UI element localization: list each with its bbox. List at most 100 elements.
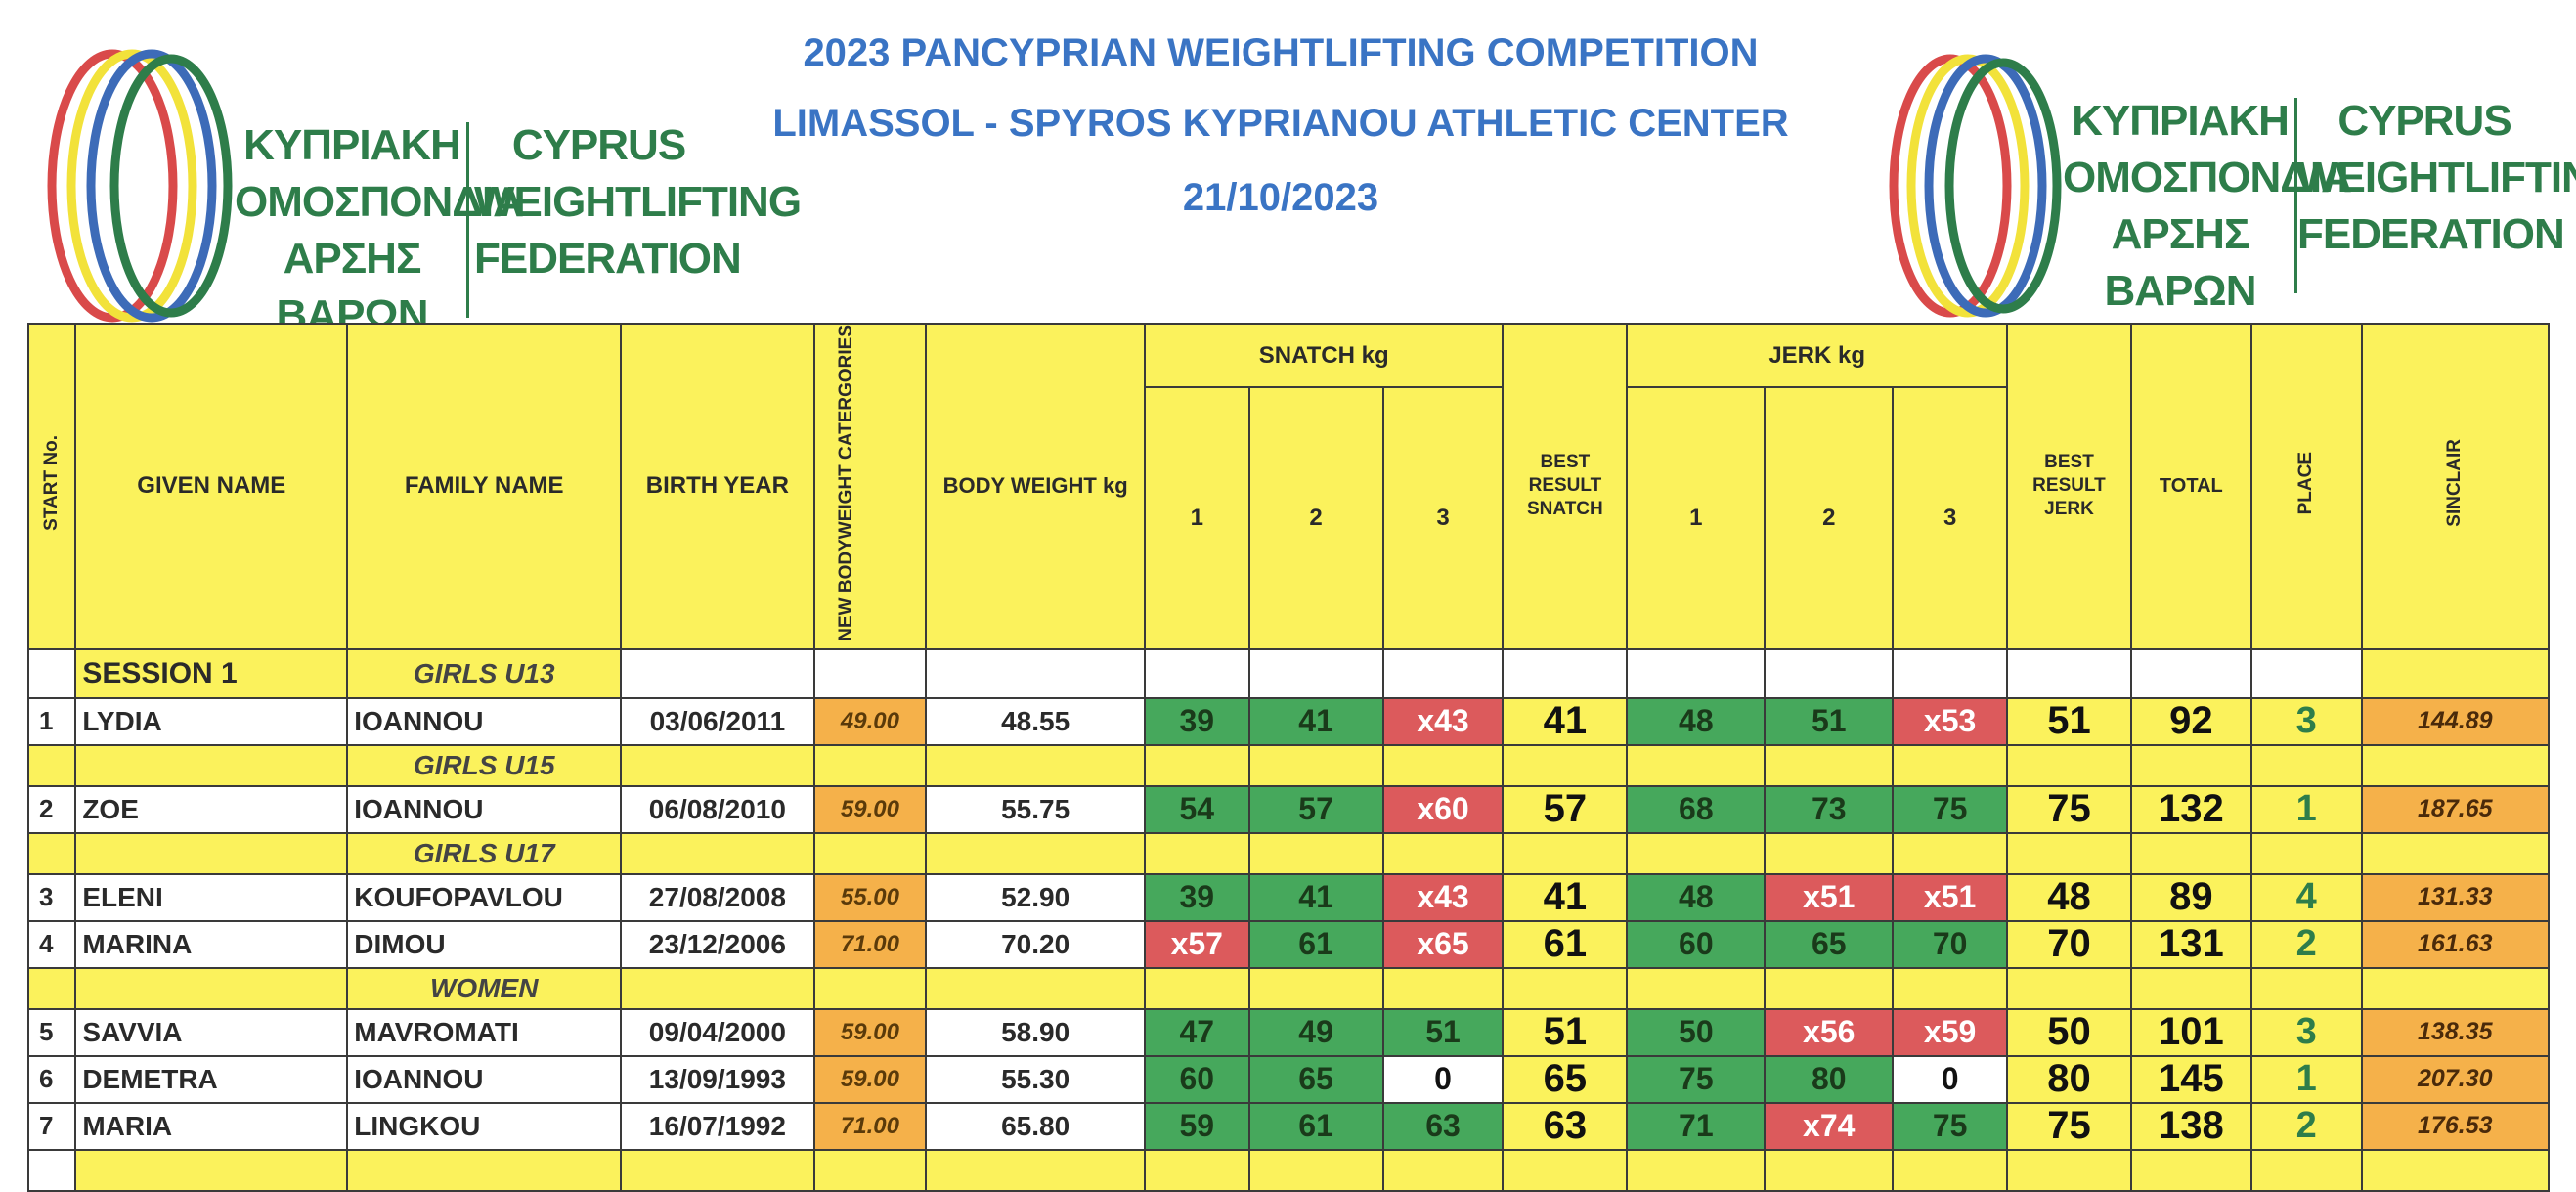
place: 3 — [2249, 696, 2363, 746]
federation-name-english: CYPRUS WEIGHTLIFTING FEDERATION — [2297, 93, 2576, 263]
row-spacer-cell — [1502, 743, 1629, 787]
athlete-row: 1 LYDIA IOANNOU 03/06/2011 49.00 48.55 39 41 x43… — [26, 696, 2551, 746]
snatch-attempt-2: 41 — [1247, 696, 1384, 746]
row-spacer-cell — [2006, 743, 2132, 787]
birth-date: 09/04/2000 — [620, 1007, 815, 1057]
table-header: START No. GIVEN NAME FAMILY NAME BIRTH Y… — [26, 322, 2551, 650]
row-spacer-cell — [1143, 743, 1250, 787]
row-spacer-cell — [26, 647, 77, 699]
row-spacer-cell — [1502, 831, 1629, 875]
row-spacer-cell — [812, 647, 928, 699]
row-spacer-cell — [2249, 1148, 2363, 1192]
row-spacer-cell — [812, 831, 928, 875]
row-spacer-cell — [1143, 647, 1250, 699]
birth-date: 16/07/1992 — [620, 1101, 815, 1151]
row-spacer-cell — [1892, 831, 2009, 875]
trailing-row — [26, 1148, 2551, 1192]
snatch-attempt-1: 60 — [1143, 1054, 1250, 1104]
row-spacer-cell — [2249, 743, 2363, 787]
jerk-attempt-3: 70 — [1892, 919, 2009, 969]
row-spacer-cell — [2360, 1148, 2551, 1192]
body-weight: 52.90 — [925, 872, 1146, 922]
row-spacer-cell — [26, 743, 77, 787]
session-label: SESSION 1 — [74, 647, 349, 699]
col-group-snatch: SNATCH kg — [1143, 322, 1505, 389]
snatch-attempt-3: x65 — [1381, 919, 1505, 969]
total: 138 — [2129, 1101, 2252, 1151]
total: 131 — [2129, 919, 2252, 969]
best-snatch: 41 — [1502, 696, 1629, 746]
federation-english-line: WEIGHTLIFTING — [474, 178, 802, 226]
start-number: 1 — [26, 696, 77, 746]
athlete-row: 3 ELENI KOUFOPAVLOU 27/08/2008 55.00 52.90 39 4… — [26, 872, 2551, 922]
total: 145 — [2129, 1054, 2252, 1104]
row-spacer-cell — [1381, 966, 1505, 1010]
col-start-no: START No. — [26, 323, 77, 650]
family-name: IOANNOU — [346, 784, 623, 834]
row-spacer-cell — [1247, 966, 1384, 1010]
row-spacer-cell — [925, 1148, 1146, 1192]
jerk-attempt-3: x53 — [1892, 696, 2009, 746]
bodyweight-category: 71.00 — [812, 1101, 928, 1151]
col-body-weight: BODY WEIGHT kg — [925, 323, 1146, 650]
bodyweight-category: 49.00 — [812, 696, 928, 746]
bodyweight-category: 59.00 — [812, 784, 928, 834]
given-name: ZOE — [74, 784, 349, 834]
jerk-attempt-2: 80 — [1764, 1054, 1895, 1104]
session-label — [74, 743, 349, 787]
snatch-attempt-3: 0 — [1381, 1054, 1505, 1104]
best-jerk: 75 — [2006, 1101, 2132, 1151]
total: 92 — [2129, 696, 2252, 746]
body-weight: 48.55 — [925, 696, 1146, 746]
birth-date: 06/08/2010 — [620, 784, 815, 834]
snatch-attempt-2: 57 — [1247, 784, 1384, 834]
snatch-attempt-3: 63 — [1381, 1101, 1505, 1151]
row-spacer-cell — [2249, 647, 2363, 699]
federation-name-greek: ΚΥΠΡΙΑΚΗ ΟΜΟΣΠΟΝΔΙΑ ΑΡΣΗΣ ΒΑΡΩΝ — [235, 117, 524, 344]
sinclair-score: 161.63 — [2360, 919, 2551, 969]
birth-date: 27/08/2008 — [620, 872, 815, 922]
snatch-attempt-2: 41 — [1247, 872, 1384, 922]
best-jerk: 48 — [2006, 872, 2132, 922]
federation-english-line: FEDERATION — [474, 235, 742, 283]
birth-date: 03/06/2011 — [620, 696, 815, 746]
session-label — [74, 966, 349, 1010]
federation-logo-left: ΚΥΠΡΙΑΚΗ ΟΜΟΣΠΟΝΔΙΑ ΑΡΣΗΣ ΒΑΡΩΝ CYPRUS W… — [20, 29, 802, 344]
row-spacer-cell — [2129, 647, 2252, 699]
row-spacer-cell — [1892, 966, 2009, 1010]
best-snatch: 65 — [1502, 1054, 1629, 1104]
row-spacer-cell — [1626, 647, 1767, 699]
category-label: GIRLS U13 — [346, 647, 623, 699]
athlete-row: 2 ZOE IOANNOU 06/08/2010 59.00 55.75 54 57 x60 57… — [26, 784, 2551, 834]
bodyweight-category: 55.00 — [812, 872, 928, 922]
row-spacer-cell — [620, 743, 815, 787]
row-spacer-cell — [2249, 831, 2363, 875]
best-snatch: 57 — [1502, 784, 1629, 834]
place: 1 — [2249, 1054, 2363, 1104]
jerk-attempt-1: 48 — [1626, 872, 1767, 922]
bodyweight-category: 59.00 — [812, 1007, 928, 1057]
snatch-attempt-1: 54 — [1143, 784, 1250, 834]
athlete-row: 4 MARINA DIMOU 23/12/2006 71.00 70.20 x57 61 x65… — [26, 919, 2551, 969]
row-spacer-cell — [1247, 647, 1384, 699]
total: 101 — [2129, 1007, 2252, 1057]
snatch-attempt-2: 61 — [1247, 1101, 1384, 1151]
category-label: GIRLS U15 — [346, 743, 623, 787]
place: 1 — [2249, 784, 2363, 834]
federation-logo-right: ΚΥΠΡΙΑΚΗ ΟΜΟΣΠΟΝΔΙΑ ΑΡΣΗΣ ΒΑΡΩΝ CYPRUS W… — [1867, 29, 2576, 342]
jerk-attempt-1: 50 — [1626, 1007, 1767, 1057]
row-spacer-cell — [1764, 966, 1895, 1010]
row-spacer-cell — [1143, 1148, 1250, 1192]
col-place: PLACE — [2249, 323, 2363, 650]
given-name: DEMETRA — [74, 1054, 349, 1104]
jerk-attempt-1: 75 — [1626, 1054, 1767, 1104]
row-spacer-cell — [1764, 647, 1895, 699]
snatch-attempt-1: 39 — [1143, 872, 1250, 922]
given-name: MARINA — [74, 919, 349, 969]
jerk-attempt-1: 60 — [1626, 919, 1767, 969]
col-sinclair: SINCLAIR — [2360, 323, 2551, 650]
snatch-attempt-2: 65 — [1247, 1054, 1384, 1104]
jerk-attempt-1: 71 — [1626, 1101, 1767, 1151]
logo-divider — [466, 122, 469, 318]
start-number: 6 — [26, 1054, 77, 1104]
